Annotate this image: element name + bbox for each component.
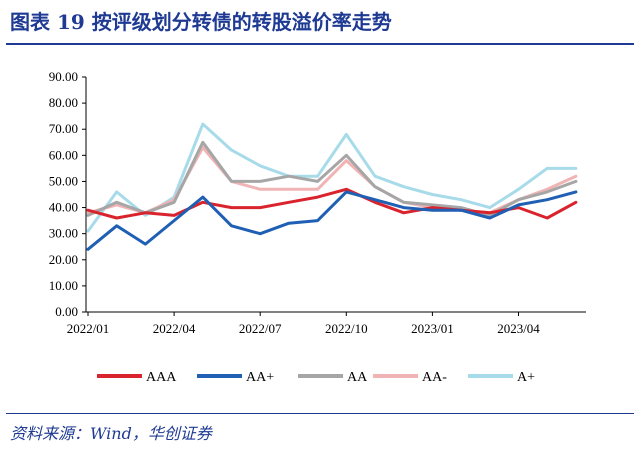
source-note: 资料来源：Wind，华创证券 (10, 424, 212, 443)
y-tick-labels: 0.00 10.00 20.00 30.00 40.00 50.00 60.00 70.00 8… (49, 69, 86, 319)
legend-label-aa: AA (347, 370, 368, 385)
legend-label-aaplus: AA+ (246, 370, 274, 385)
x-tick-label: 2022/04 (153, 321, 196, 336)
y-tick-label: 50.00 (49, 173, 78, 188)
x-tick-labels: 2022/01 2022/04 2022/07 2022/10 2023/01 2023/… (67, 312, 540, 336)
series-line-aplus (86, 122, 578, 233)
y-tick-label: 20.00 (49, 252, 78, 267)
x-tick-label: 2022/10 (325, 321, 368, 336)
x-tick-label: 2023/01 (411, 321, 454, 336)
legend-label-aaa: AAA (146, 370, 177, 385)
series-line-aaplus (86, 190, 578, 251)
x-tick-label: 2022/01 (67, 321, 110, 336)
figure-title: 图表 19 按评级划分转债的转股溢价率走势 (10, 10, 392, 34)
title-rule (6, 43, 634, 45)
x-tick-label: 2022/07 (239, 321, 282, 336)
y-tick-label: 30.00 (49, 226, 78, 241)
y-tick-label: 80.00 (49, 95, 78, 110)
chart-axes (85, 77, 586, 313)
legend-label-aplus: A+ (517, 370, 535, 385)
chart-legend: AAA AA+ AA AA- A+ (97, 370, 535, 385)
y-tick-label: 0.00 (55, 304, 78, 319)
x-tick-label: 2023/04 (497, 321, 540, 336)
source-rule (6, 413, 634, 414)
y-tick-label: 70.00 (49, 121, 78, 136)
y-tick-label: 40.00 (49, 200, 78, 215)
series-lines (86, 122, 578, 251)
series-line-aaa (86, 187, 578, 220)
y-tick-label: 10.00 (49, 278, 78, 293)
y-tick-label: 90.00 (49, 69, 78, 84)
y-tick-label: 60.00 (49, 147, 78, 162)
legend-label-aaminus: AA- (422, 370, 447, 385)
